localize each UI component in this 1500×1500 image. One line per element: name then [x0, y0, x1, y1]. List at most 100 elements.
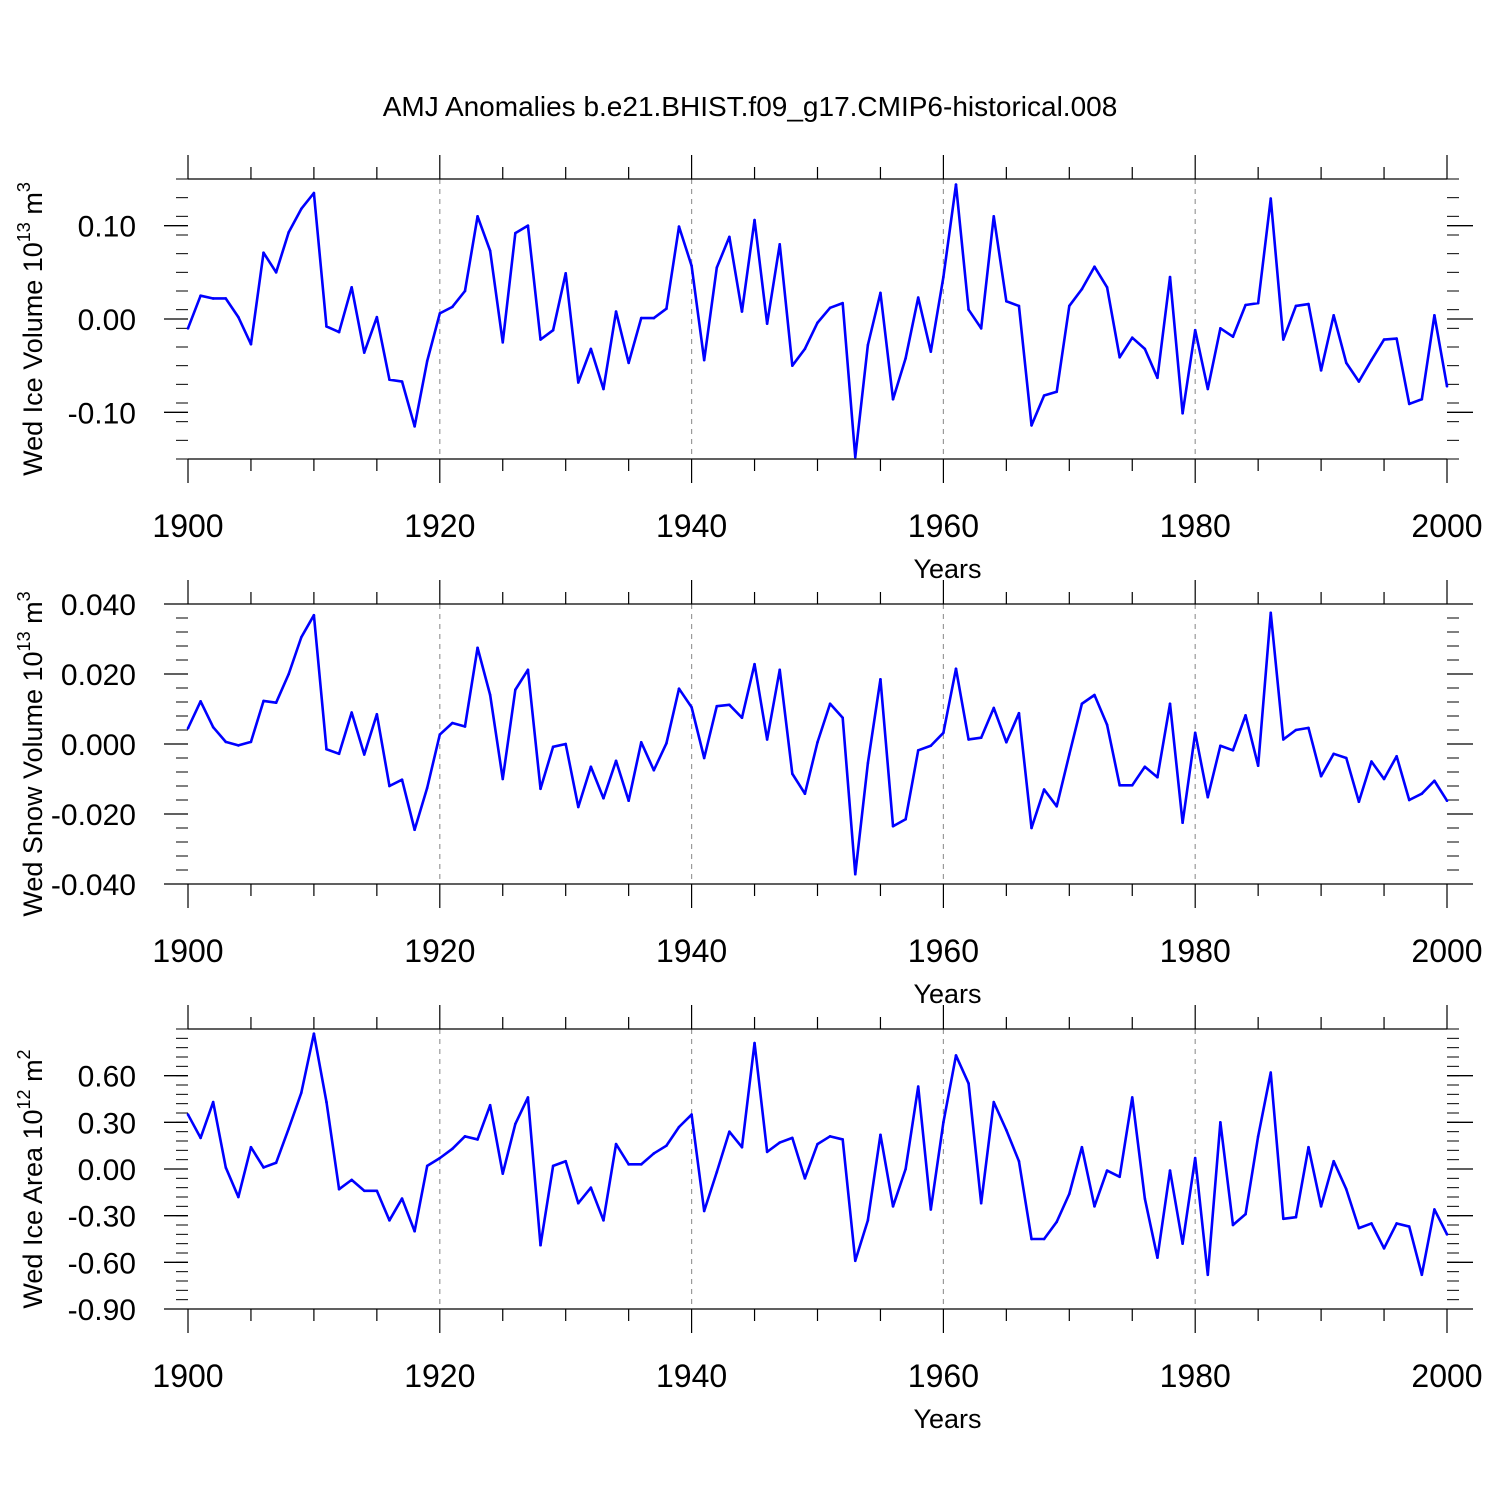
data-point: [1244, 714, 1247, 717]
data-point: [564, 742, 567, 746]
y-tick-label: 0.00: [78, 1154, 136, 1187]
data-point: [312, 191, 316, 195]
x-tick-label: 1920: [404, 508, 475, 544]
y-axis-label: Wed Ice Volume 1013 m3: [14, 182, 48, 476]
data-point: [627, 799, 630, 802]
x-axis-label: Years: [913, 979, 981, 1009]
data-point: [979, 327, 983, 330]
data-point: [438, 312, 442, 315]
data-point: [1420, 1273, 1424, 1277]
data-point: [702, 756, 706, 760]
data-point: [1193, 1156, 1197, 1160]
data-point: [413, 828, 416, 832]
data-point: [690, 705, 693, 709]
data-point: [1256, 1135, 1260, 1138]
data-point: [1219, 327, 1222, 330]
data-point: [1445, 384, 1449, 388]
data-point: [866, 761, 870, 765]
data-point: [337, 752, 341, 756]
data-point: [942, 275, 945, 279]
data-point: [1219, 744, 1222, 748]
series-points-panel-1: [186, 183, 1449, 459]
y-tick-label: -0.60: [68, 1247, 136, 1280]
x-tick-label: 1980: [1160, 508, 1231, 544]
data-point: [576, 1201, 580, 1205]
data-point: [1370, 760, 1373, 763]
data-point: [639, 316, 643, 320]
data-point: [1181, 821, 1184, 825]
data-point: [1093, 265, 1096, 269]
data-point: [791, 772, 794, 776]
data-point: [891, 1205, 895, 1208]
data-point: [350, 1178, 353, 1182]
data-point: [1105, 1169, 1109, 1172]
x-tick-label: 1940: [656, 933, 727, 969]
data-point: [954, 1054, 958, 1057]
data-point: [904, 1167, 907, 1171]
data-point: [1332, 1159, 1335, 1163]
data-point: [476, 215, 479, 218]
y-tick-label: 0.020: [61, 659, 136, 692]
data-point: [929, 744, 933, 748]
data-point: [400, 380, 404, 383]
panel-3: -0.90 -0.60 -0.30 0.00 0.30 0.60 1900 1920 1940 1…: [14, 1005, 1483, 1434]
data-point: [665, 307, 668, 311]
y-axis-label-unit-exponent: 3: [14, 591, 34, 601]
data-point: [1168, 702, 1172, 706]
data-point: [1055, 805, 1059, 808]
data-point: [828, 306, 832, 310]
y-tick-label: -0.90: [68, 1294, 136, 1327]
x-tick-label: 1960: [908, 933, 979, 969]
data-point: [262, 1166, 265, 1169]
data-point: [438, 733, 442, 736]
data-point: [224, 740, 228, 744]
data-point: [1080, 287, 1084, 291]
data-point: [1206, 387, 1210, 391]
data-point: [728, 703, 731, 707]
data-point: [237, 1195, 240, 1199]
data-point: [992, 706, 996, 710]
data-point: [740, 1145, 744, 1149]
data-point: [1382, 1247, 1386, 1250]
data-point: [350, 711, 353, 714]
data-point: [841, 1138, 844, 1141]
y-tick-label: -0.040: [51, 869, 136, 902]
data-point: [186, 1113, 190, 1116]
y-tick-label: 0.000: [61, 729, 136, 762]
data-point: [1042, 1237, 1046, 1241]
data-point: [967, 738, 970, 741]
data-point: [488, 249, 492, 253]
data-point: [451, 721, 454, 725]
data-point: [627, 1163, 630, 1166]
data-point: [702, 1209, 706, 1213]
panel-1: -0.10 0.00 0.10 1900 1920 1940 1960 1980 2000 Yea…: [14, 155, 1483, 584]
x-axis-label: Years: [913, 1404, 981, 1434]
data-point: [1344, 756, 1348, 760]
data-point: [488, 1103, 492, 1107]
data-point: [551, 1164, 555, 1168]
x-tick-label: 1960: [908, 508, 979, 544]
data-point: [211, 297, 215, 300]
data-point: [300, 207, 303, 211]
x-tick-label: 1960: [908, 1358, 979, 1394]
data-point: [1017, 304, 1021, 308]
data-point: [375, 315, 379, 319]
data-point: [702, 358, 706, 362]
y-axis-label-exponent: 13: [14, 631, 34, 651]
data-point: [1269, 197, 1273, 200]
data-point: [1005, 1128, 1008, 1132]
data-point: [514, 1122, 517, 1126]
data-point: [1030, 826, 1033, 830]
data-point: [1307, 726, 1310, 730]
data-point: [1105, 723, 1109, 727]
data-point: [287, 230, 291, 234]
data-point: [652, 768, 656, 772]
data-point: [1282, 338, 1285, 341]
data-point: [602, 796, 605, 800]
data-point: [564, 271, 567, 275]
data-point: [614, 310, 618, 313]
data-point: [476, 646, 479, 650]
data-point: [853, 872, 857, 876]
data-point: [1181, 411, 1184, 415]
data-point: [753, 662, 756, 666]
